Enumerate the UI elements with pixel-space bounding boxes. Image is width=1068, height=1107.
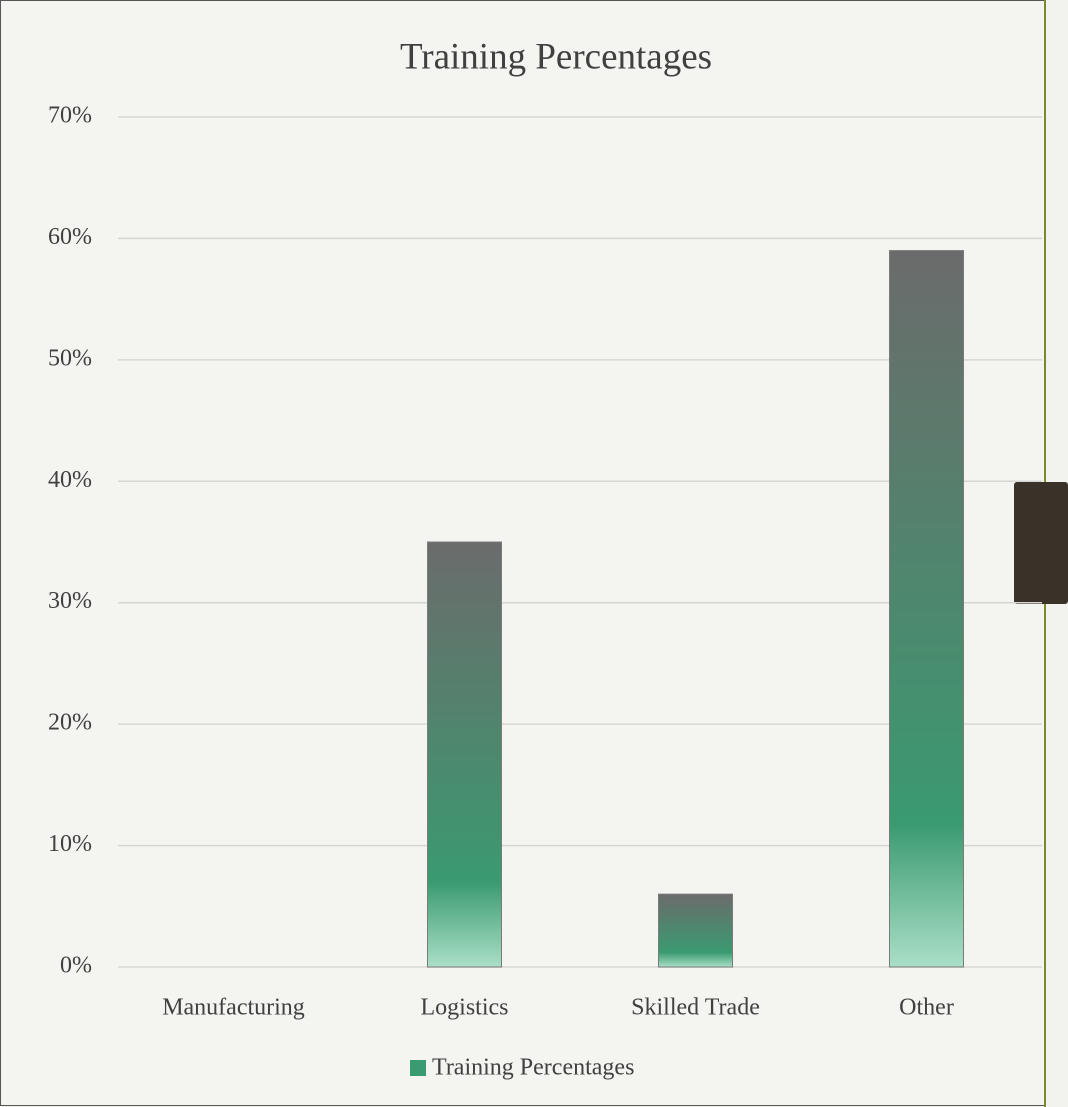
bar <box>889 250 964 968</box>
legend-label: Training Percentages <box>432 1055 634 1081</box>
legend-swatch <box>410 1060 426 1076</box>
y-tick-label: 20% <box>48 710 92 736</box>
chart-title: Training Percentages <box>400 36 712 77</box>
plot-area: 0% 10% 20% 30% 40% 50% 60% 70% Manufacturing Logi… <box>48 103 1042 1081</box>
y-tick-label: 0% <box>60 953 92 979</box>
y-tick-label: 50% <box>48 345 92 371</box>
y-tick-label: 10% <box>48 831 92 857</box>
bar <box>427 541 502 968</box>
bar <box>658 893 733 968</box>
side-tab <box>1014 482 1068 604</box>
y-tick-label: 70% <box>48 103 92 129</box>
chart-border <box>0 0 1045 1106</box>
y-tick-label: 60% <box>48 224 92 250</box>
x-tick-label: Manufacturing <box>162 995 305 1021</box>
y-tick-label: 40% <box>48 467 92 493</box>
y-tick-label: 30% <box>48 588 92 614</box>
x-tick-label: Skilled Trade <box>631 995 760 1021</box>
x-tick-label: Other <box>899 995 954 1021</box>
x-tick-label: Logistics <box>421 995 509 1021</box>
